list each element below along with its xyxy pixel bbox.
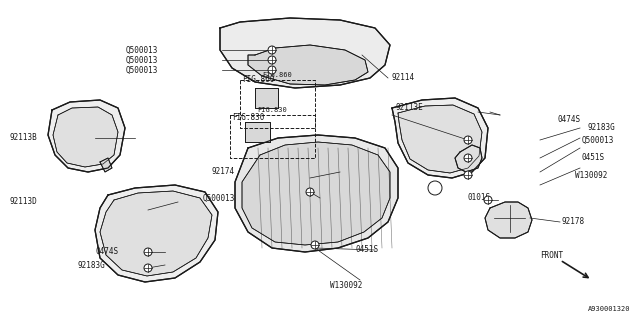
Text: FRONT: FRONT: [540, 251, 563, 260]
Text: 92174: 92174: [212, 167, 235, 177]
Polygon shape: [392, 98, 488, 178]
Text: 92113D: 92113D: [10, 197, 38, 206]
Text: 92183G: 92183G: [588, 124, 616, 132]
Polygon shape: [100, 158, 112, 172]
Circle shape: [306, 188, 314, 196]
Polygon shape: [248, 45, 368, 85]
Text: FIG.830: FIG.830: [232, 114, 264, 123]
Text: 92113E: 92113E: [395, 103, 423, 113]
Text: FIG.860: FIG.860: [242, 76, 275, 84]
Text: 0451S: 0451S: [355, 245, 378, 254]
Polygon shape: [48, 100, 125, 172]
Text: Q500013: Q500013: [582, 135, 614, 145]
Text: 92113B: 92113B: [10, 133, 38, 142]
Text: A930001320: A930001320: [588, 306, 630, 312]
Polygon shape: [255, 88, 278, 108]
Circle shape: [144, 264, 152, 272]
Polygon shape: [53, 107, 118, 167]
Text: 0101S: 0101S: [468, 194, 491, 203]
Circle shape: [484, 196, 492, 204]
Text: W130092: W130092: [575, 171, 607, 180]
Text: Q500013: Q500013: [125, 66, 158, 75]
Circle shape: [268, 66, 276, 74]
Polygon shape: [242, 142, 390, 245]
Polygon shape: [245, 122, 270, 142]
Polygon shape: [95, 185, 218, 282]
Text: Q500013: Q500013: [203, 194, 235, 203]
Text: FIG.860: FIG.860: [262, 72, 292, 78]
Text: 0474S: 0474S: [95, 247, 118, 257]
Text: W130092: W130092: [330, 281, 362, 290]
Text: Q500013: Q500013: [125, 45, 158, 54]
Polygon shape: [398, 105, 482, 173]
Circle shape: [268, 56, 276, 64]
Circle shape: [464, 154, 472, 162]
Polygon shape: [235, 135, 398, 252]
Circle shape: [144, 248, 152, 256]
Circle shape: [311, 241, 319, 249]
Text: 0474S: 0474S: [558, 116, 581, 124]
Circle shape: [268, 46, 276, 54]
Polygon shape: [485, 202, 532, 238]
Polygon shape: [100, 191, 212, 276]
Text: FIG.830: FIG.830: [257, 107, 287, 113]
Circle shape: [428, 181, 442, 195]
Polygon shape: [220, 18, 390, 88]
Circle shape: [464, 136, 472, 144]
Text: Q500013: Q500013: [125, 55, 158, 65]
Circle shape: [464, 171, 472, 179]
Text: 0451S: 0451S: [582, 154, 605, 163]
Text: 92114: 92114: [392, 74, 415, 83]
Text: 92183G: 92183G: [78, 260, 106, 269]
Text: 92178: 92178: [562, 218, 585, 227]
Polygon shape: [455, 145, 482, 172]
